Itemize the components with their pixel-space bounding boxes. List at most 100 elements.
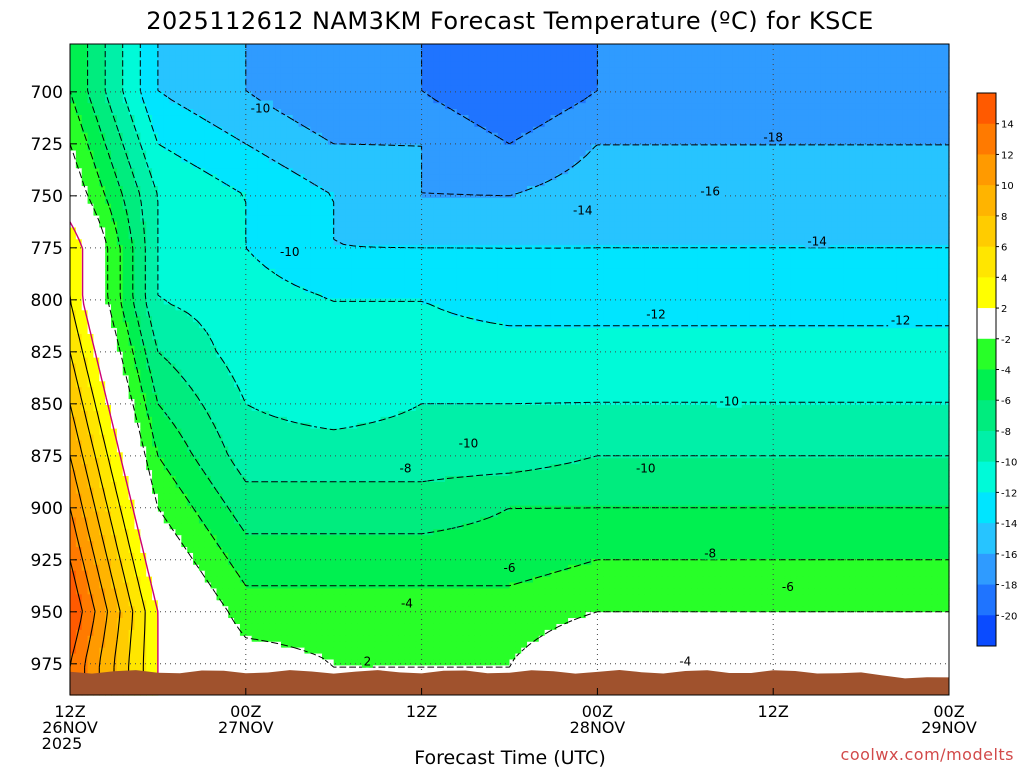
field-cell bbox=[614, 49, 622, 57]
field-cell bbox=[468, 156, 475, 163]
field-cell bbox=[275, 150, 282, 158]
field-cell bbox=[802, 91, 809, 98]
field-cell bbox=[222, 91, 229, 98]
field-cell bbox=[181, 109, 188, 116]
field-cell bbox=[462, 191, 470, 199]
field-cell bbox=[480, 109, 487, 116]
field-cell bbox=[925, 180, 933, 187]
field-cell bbox=[931, 55, 938, 63]
field-cell bbox=[597, 115, 604, 122]
field-cell bbox=[163, 191, 171, 199]
field-cell bbox=[931, 168, 938, 175]
field-cell bbox=[427, 227, 434, 234]
field-cell bbox=[743, 79, 751, 87]
field-cell bbox=[626, 156, 634, 163]
field-cell bbox=[445, 97, 452, 104]
field-cell bbox=[902, 191, 909, 199]
field-cell bbox=[75, 191, 83, 199]
field-cell bbox=[269, 203, 276, 211]
field-cell bbox=[409, 150, 417, 158]
field-cell bbox=[743, 156, 751, 163]
field-cell bbox=[626, 233, 634, 240]
field-cell bbox=[521, 120, 528, 128]
field-cell bbox=[603, 150, 610, 158]
field-cell bbox=[843, 221, 850, 229]
field-cell bbox=[181, 67, 188, 75]
field-cell bbox=[275, 120, 282, 128]
field-cell bbox=[433, 85, 440, 92]
field-cell bbox=[884, 144, 891, 152]
field-cell bbox=[720, 144, 727, 152]
field-cell bbox=[884, 120, 891, 128]
field-cell bbox=[310, 109, 317, 116]
field-cell bbox=[843, 85, 850, 92]
field-cell bbox=[896, 168, 903, 175]
field-cell bbox=[234, 79, 241, 87]
field-cell bbox=[456, 103, 464, 110]
field-cell bbox=[462, 215, 470, 223]
field-cell bbox=[321, 49, 329, 57]
field-cell bbox=[866, 126, 874, 134]
field-cell bbox=[380, 168, 388, 175]
field-cell bbox=[609, 126, 616, 134]
field-cell bbox=[644, 174, 651, 181]
field-cell bbox=[368, 103, 376, 110]
field-cell bbox=[515, 79, 522, 87]
field-cell bbox=[802, 73, 809, 81]
field-cell bbox=[638, 168, 645, 175]
field-cell bbox=[327, 209, 335, 217]
field-cell bbox=[532, 109, 540, 116]
field-cell bbox=[99, 168, 106, 175]
field-cell bbox=[503, 180, 511, 187]
field-cell bbox=[702, 168, 710, 175]
field-cell bbox=[837, 91, 845, 98]
field-cell bbox=[620, 168, 628, 175]
field-cell bbox=[321, 109, 329, 116]
field-cell bbox=[544, 150, 552, 158]
field-cell bbox=[269, 138, 276, 146]
field-cell bbox=[497, 126, 505, 134]
field-cell bbox=[931, 150, 938, 158]
field-cell bbox=[70, 67, 77, 75]
field-cell bbox=[679, 209, 686, 217]
field-cell bbox=[597, 85, 604, 92]
field-cell bbox=[609, 221, 616, 229]
field-cell bbox=[814, 156, 821, 163]
field-cell bbox=[632, 174, 640, 181]
field-cell bbox=[913, 233, 921, 240]
field-cell bbox=[269, 115, 276, 122]
field-cell bbox=[925, 61, 933, 69]
field-cell bbox=[585, 73, 593, 81]
field-cell bbox=[931, 115, 938, 122]
field-cell bbox=[825, 191, 833, 199]
field-cell bbox=[697, 103, 704, 110]
field-cell bbox=[866, 79, 874, 87]
field-cell bbox=[673, 91, 681, 98]
field-cell bbox=[327, 162, 335, 169]
field-cell bbox=[825, 109, 833, 116]
field-cell bbox=[527, 221, 534, 229]
field-cell bbox=[450, 91, 458, 98]
field-cell bbox=[802, 174, 809, 181]
field-cell bbox=[515, 126, 522, 134]
field-cell bbox=[146, 150, 153, 158]
field-cell bbox=[814, 150, 821, 158]
field-cell bbox=[146, 203, 153, 211]
field-cell bbox=[316, 120, 323, 128]
field-cell bbox=[831, 156, 839, 163]
field-cell bbox=[726, 73, 733, 81]
field-cell bbox=[738, 168, 745, 175]
field-cell bbox=[667, 67, 675, 75]
field-cell bbox=[673, 49, 681, 57]
field-cell bbox=[532, 221, 540, 229]
field-cell bbox=[913, 61, 921, 69]
field-cell bbox=[597, 150, 604, 158]
field-cell bbox=[468, 73, 475, 81]
field-cell bbox=[925, 144, 933, 152]
field-cell bbox=[163, 73, 171, 81]
field-cell bbox=[222, 97, 229, 104]
field-cell bbox=[626, 227, 634, 234]
field-cell bbox=[878, 73, 886, 81]
field-cell bbox=[445, 156, 452, 163]
field-cell bbox=[491, 91, 499, 98]
